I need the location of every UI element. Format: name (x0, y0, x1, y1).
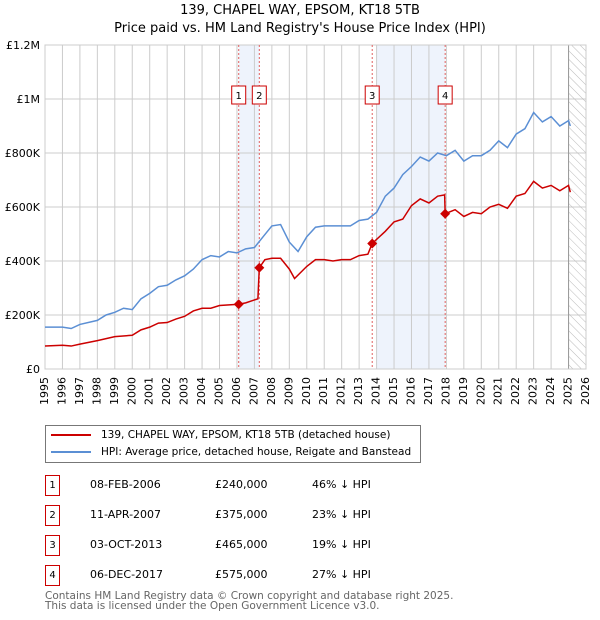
footer-line: This data is licensed under the Open Gov… (45, 600, 380, 612)
x-tick-label: 2023 (527, 377, 540, 405)
sale-point (440, 208, 451, 219)
x-tick-label: 2026 (579, 377, 592, 405)
x-tick-label: 2015 (387, 377, 400, 405)
x-tick-label: 2020 (474, 377, 487, 405)
x-tick-label: 2003 (178, 377, 191, 405)
table-row: 4 06-DEC-2017 £575,000 27% ↓ HPI (45, 565, 445, 586)
sale-label: 4 (442, 91, 448, 102)
y-tick-label: £200K (5, 309, 41, 322)
x-tick-label: 2013 (352, 377, 365, 405)
sale-number-badge: 4 (45, 565, 60, 586)
sale-label: 3 (369, 91, 375, 102)
forecast-hatch (568, 44, 587, 370)
chart-title: 139, CHAPEL WAY, EPSOM, KT18 5TB Price p… (0, 2, 600, 38)
sale-point (367, 238, 378, 249)
sale-label-box (364, 85, 380, 105)
y-tick-label: £1M (17, 93, 41, 106)
sale-price: £375,000 (215, 508, 268, 521)
sale-label-box (251, 85, 267, 105)
sale-number-badge: 2 (45, 505, 60, 526)
sale-hpi-diff: 27% ↓ HPI (312, 568, 371, 581)
sale-price: £465,000 (215, 538, 268, 551)
legend-label: 139, CHAPEL WAY, EPSOM, KT18 5TB (detach… (101, 428, 391, 441)
x-tick-label: 1998 (90, 377, 103, 405)
table-row: 1 08-FEB-2006 £240,000 46% ↓ HPI (45, 475, 445, 496)
footer-line: Contains HM Land Registry data © Crown c… (45, 590, 454, 602)
table-row: 2 11-APR-2007 £375,000 23% ↓ HPI (45, 505, 445, 526)
x-tick-label: 2016 (404, 377, 417, 405)
sale-price: £575,000 (215, 568, 268, 581)
sale-point (254, 262, 265, 273)
plot-frame (44, 44, 587, 370)
x-tick-label: 2024 (544, 377, 557, 405)
y-tick-label: £0 (26, 363, 40, 376)
x-tick-label: 2000 (125, 377, 138, 405)
x-tick-label: 2007 (247, 377, 260, 405)
sale-hpi-diff: 46% ↓ HPI (312, 478, 371, 491)
x-tick-label: 2022 (509, 377, 522, 405)
x-tick-label: 1995 (38, 377, 51, 405)
sale-label: 2 (256, 91, 262, 102)
red-line-swatch (51, 433, 91, 436)
sale-price: £240,000 (215, 478, 268, 491)
legend-item-hpi: HPI: Average price, detached house, Reig… (46, 443, 420, 460)
sale-label: 1 (236, 91, 242, 102)
y-tick-label: £1.2M (6, 39, 40, 52)
x-tick-label: 2014 (370, 377, 383, 405)
x-tick-label: 2009 (282, 377, 295, 405)
price-chart: 1995 1996 1997 1998 1999 2000 2001 2002 2003 2004… (5, 39, 592, 405)
sale-hpi-diff: 23% ↓ HPI (312, 508, 371, 521)
sale-date: 06-DEC-2017 (90, 568, 164, 581)
x-tick-label: 2001 (143, 377, 156, 405)
x-tick-label: 2002 (160, 377, 173, 405)
legend-item-property: 139, CHAPEL WAY, EPSOM, KT18 5TB (detach… (46, 426, 420, 443)
x-tick-label: 2025 (562, 377, 575, 405)
x-tick-label: 1999 (108, 377, 121, 405)
sale-hpi-diff: 19% ↓ HPI (312, 538, 371, 551)
x-tick-label: 1996 (55, 377, 68, 405)
sale-date: 03-OCT-2013 (90, 538, 163, 551)
x-tick-label: 2005 (213, 377, 226, 405)
sale-number-badge: 1 (45, 475, 60, 496)
sale-label-box (231, 85, 247, 105)
blue-line-swatch (51, 450, 91, 453)
x-tick-label: 2011 (317, 377, 330, 405)
x-tick-label: 2010 (300, 377, 313, 405)
x-tick-label: 1997 (73, 377, 86, 405)
y-tick-label: £800K (5, 147, 41, 160)
x-tick-label: 2008 (265, 377, 278, 405)
legend: 139, CHAPEL WAY, EPSOM, KT18 5TB (detach… (45, 425, 421, 463)
hpi-line (45, 111, 572, 330)
x-tick-label: 2012 (335, 377, 348, 405)
sale-point (233, 299, 244, 310)
sale-label-box (437, 85, 453, 105)
x-tick-label: 2017 (422, 377, 435, 405)
subtitle-line: Price paid vs. HM Land Registry's House … (114, 21, 486, 36)
x-tick-label: 2021 (492, 377, 505, 405)
sale-date: 11-APR-2007 (90, 508, 162, 521)
table-row: 3 03-OCT-2013 £465,000 19% ↓ HPI (45, 535, 445, 556)
x-tick-label: 2019 (457, 377, 470, 405)
y-tick-label: £400K (5, 255, 41, 268)
property-price-line (44, 180, 572, 347)
y-tick-label: £600K (5, 201, 41, 214)
sale-number-badge: 3 (45, 535, 60, 556)
footer: Contains HM Land Registry data © Crown c… (45, 590, 454, 612)
x-tick-label: 2018 (439, 377, 452, 405)
legend-label: HPI: Average price, detached house, Reig… (101, 445, 412, 458)
x-tick-label: 2004 (195, 377, 208, 405)
x-tick-label: 2006 (230, 377, 243, 405)
title-line: 139, CHAPEL WAY, EPSOM, KT18 5TB (180, 3, 420, 18)
sale-date: 08-FEB-2006 (90, 478, 161, 491)
